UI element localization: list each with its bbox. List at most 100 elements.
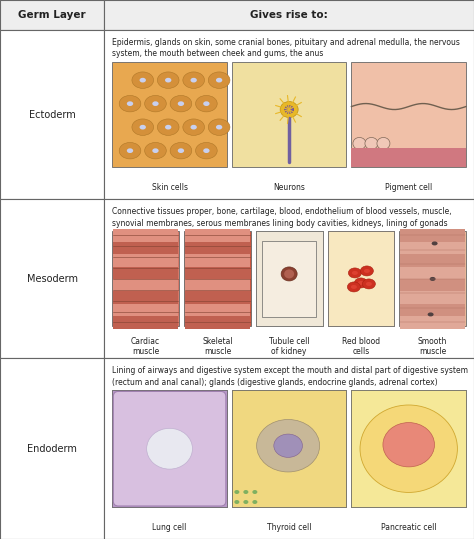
Ellipse shape — [348, 268, 361, 278]
Ellipse shape — [363, 279, 375, 289]
Ellipse shape — [119, 142, 141, 159]
Ellipse shape — [178, 148, 184, 153]
Bar — [112, 61, 227, 168]
Text: Gives rise to:: Gives rise to: — [250, 10, 328, 20]
Ellipse shape — [234, 490, 239, 494]
Ellipse shape — [132, 119, 154, 135]
Bar — [351, 148, 466, 168]
Ellipse shape — [119, 95, 141, 112]
Ellipse shape — [353, 137, 366, 149]
Ellipse shape — [165, 78, 172, 82]
Text: Pigment cell: Pigment cell — [385, 183, 432, 192]
Ellipse shape — [208, 72, 230, 88]
Bar — [400, 229, 465, 241]
Bar — [0, 0, 104, 30]
Ellipse shape — [139, 125, 146, 129]
Ellipse shape — [203, 101, 210, 106]
Ellipse shape — [243, 490, 248, 494]
Text: Pancreatic cell: Pancreatic cell — [381, 522, 437, 531]
Bar — [351, 390, 466, 507]
Ellipse shape — [157, 72, 179, 88]
Text: Lining of airways and digestive system except the mouth and distal part of diges: Lining of airways and digestive system e… — [112, 367, 468, 387]
Ellipse shape — [281, 267, 297, 281]
Bar — [113, 279, 178, 292]
Ellipse shape — [365, 154, 378, 165]
Ellipse shape — [196, 142, 217, 159]
Ellipse shape — [145, 142, 166, 159]
Ellipse shape — [191, 78, 197, 82]
Ellipse shape — [139, 78, 146, 82]
Bar — [400, 254, 465, 266]
Bar — [113, 292, 178, 304]
Ellipse shape — [353, 154, 366, 165]
Bar — [112, 231, 179, 327]
Bar — [232, 61, 346, 168]
Bar — [104, 30, 474, 199]
Bar — [328, 231, 394, 327]
Ellipse shape — [152, 101, 159, 106]
Bar — [400, 279, 465, 292]
Bar — [113, 316, 178, 329]
Ellipse shape — [383, 423, 435, 467]
Bar — [351, 390, 466, 507]
Bar — [112, 390, 227, 507]
Ellipse shape — [170, 95, 192, 112]
Bar — [400, 316, 465, 329]
Text: Lung cell: Lung cell — [152, 522, 187, 531]
Text: Germ Layer: Germ Layer — [18, 10, 86, 20]
Bar — [113, 266, 178, 279]
Bar — [232, 390, 346, 507]
Bar — [185, 254, 250, 266]
Text: Skeletal
muscle: Skeletal muscle — [202, 337, 233, 356]
Bar — [400, 304, 465, 316]
Ellipse shape — [127, 148, 133, 153]
Bar — [104, 358, 474, 539]
Ellipse shape — [347, 282, 360, 292]
Ellipse shape — [243, 500, 248, 504]
Bar — [400, 241, 465, 254]
Bar — [232, 390, 346, 507]
Ellipse shape — [157, 119, 179, 135]
Bar — [185, 316, 250, 329]
Text: Endoderm: Endoderm — [27, 444, 77, 454]
Text: Mesoderm: Mesoderm — [27, 274, 78, 284]
Bar — [185, 304, 250, 316]
Ellipse shape — [285, 106, 293, 114]
Ellipse shape — [364, 269, 370, 273]
Bar — [400, 266, 465, 279]
Ellipse shape — [360, 405, 457, 493]
Bar — [104, 199, 474, 358]
Text: Epidermis, glands on skin, some cranial bones, pituitary and adrenal medulla, th: Epidermis, glands on skin, some cranial … — [112, 38, 460, 58]
Ellipse shape — [274, 434, 302, 458]
Ellipse shape — [196, 95, 217, 112]
Ellipse shape — [178, 101, 184, 106]
Text: Ectoderm: Ectoderm — [29, 109, 75, 120]
Ellipse shape — [280, 101, 298, 118]
Bar — [0, 199, 104, 358]
Bar — [351, 61, 466, 168]
Ellipse shape — [377, 137, 390, 149]
Bar — [256, 231, 322, 327]
Ellipse shape — [355, 278, 367, 288]
Text: Neurons: Neurons — [273, 183, 305, 192]
Bar — [399, 231, 466, 327]
Ellipse shape — [170, 142, 192, 159]
Ellipse shape — [377, 154, 390, 165]
Bar — [185, 279, 250, 292]
Bar — [185, 292, 250, 304]
Ellipse shape — [351, 285, 357, 289]
Bar — [104, 0, 474, 30]
Bar — [400, 292, 465, 304]
Ellipse shape — [365, 137, 378, 149]
Text: Connective tissues proper, bone, cartilage, blood, endothelium of blood vessels,: Connective tissues proper, bone, cartila… — [112, 208, 452, 228]
Text: Skin cells: Skin cells — [152, 183, 188, 192]
Ellipse shape — [183, 119, 204, 135]
Text: Smooth
muscle: Smooth muscle — [418, 337, 447, 356]
Bar — [256, 231, 322, 327]
Ellipse shape — [352, 271, 358, 275]
Bar — [263, 241, 316, 317]
Bar — [328, 231, 394, 327]
Ellipse shape — [145, 95, 166, 112]
Ellipse shape — [284, 270, 294, 279]
Ellipse shape — [432, 241, 438, 245]
